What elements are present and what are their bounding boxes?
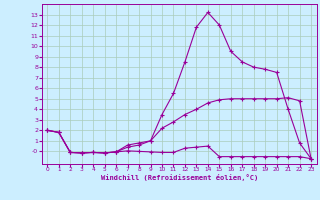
- X-axis label: Windchill (Refroidissement éolien,°C): Windchill (Refroidissement éolien,°C): [100, 174, 258, 181]
